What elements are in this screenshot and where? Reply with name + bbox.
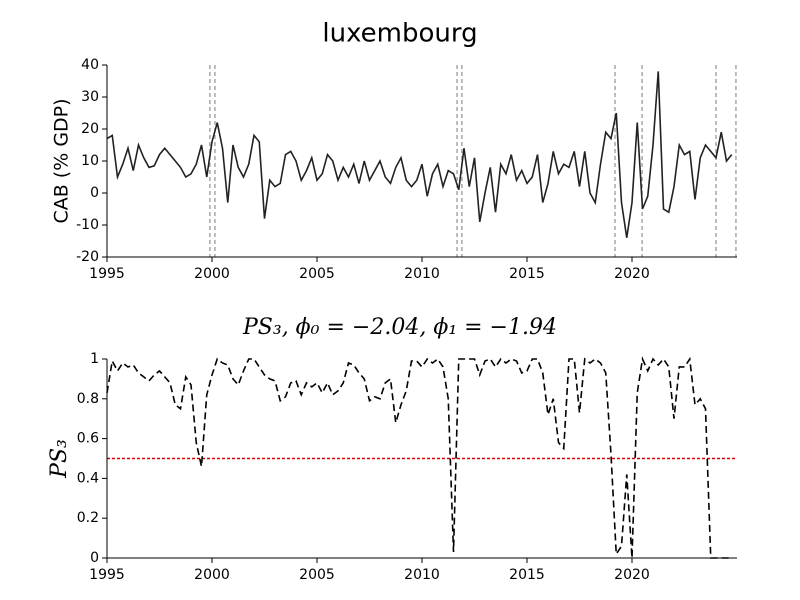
y-tick-label: 0 <box>90 550 99 566</box>
y-tick-label: 10 <box>81 153 99 169</box>
y-tick-label: 1 <box>90 351 99 367</box>
chart-title: PS₃, ϕ₀ = −2.04, ϕ₁ = −1.94 <box>242 315 557 340</box>
chart-title: luxembourg <box>322 19 477 49</box>
y-tick-label: 0.6 <box>77 431 99 447</box>
y-axis-label: PS₃ <box>47 439 72 479</box>
y-tick-label: 0.8 <box>77 391 99 407</box>
data-line <box>106 71 733 238</box>
y-tick-label: 0.4 <box>77 470 99 486</box>
y-axis-label: CAB (% GDP) <box>51 98 73 223</box>
x-tick-label: 2005 <box>299 266 335 282</box>
y-tick-label: 0.2 <box>77 510 99 526</box>
y-tick-label: 0 <box>90 185 99 201</box>
x-tick-label: 2000 <box>194 266 230 282</box>
x-tick-label: 2000 <box>194 567 230 583</box>
x-tick-label: 1995 <box>89 567 125 583</box>
x-tick-label: 2020 <box>614 567 650 583</box>
y-tick-label: -10 <box>76 217 99 233</box>
y-tick-label: 20 <box>81 121 99 137</box>
x-tick-label: 2010 <box>404 266 440 282</box>
data-line <box>106 356 732 559</box>
x-tick-label: 2005 <box>299 567 335 583</box>
y-tick-label: -20 <box>76 249 99 265</box>
x-tick-label: 2015 <box>509 567 545 583</box>
x-tick-label: 2015 <box>509 266 545 282</box>
x-tick-label: 2020 <box>614 266 650 282</box>
x-tick-label: 2010 <box>404 567 440 583</box>
x-tick-label: 1995 <box>89 266 125 282</box>
y-tick-label: 40 <box>81 57 99 73</box>
y-tick-label: 30 <box>81 89 99 105</box>
